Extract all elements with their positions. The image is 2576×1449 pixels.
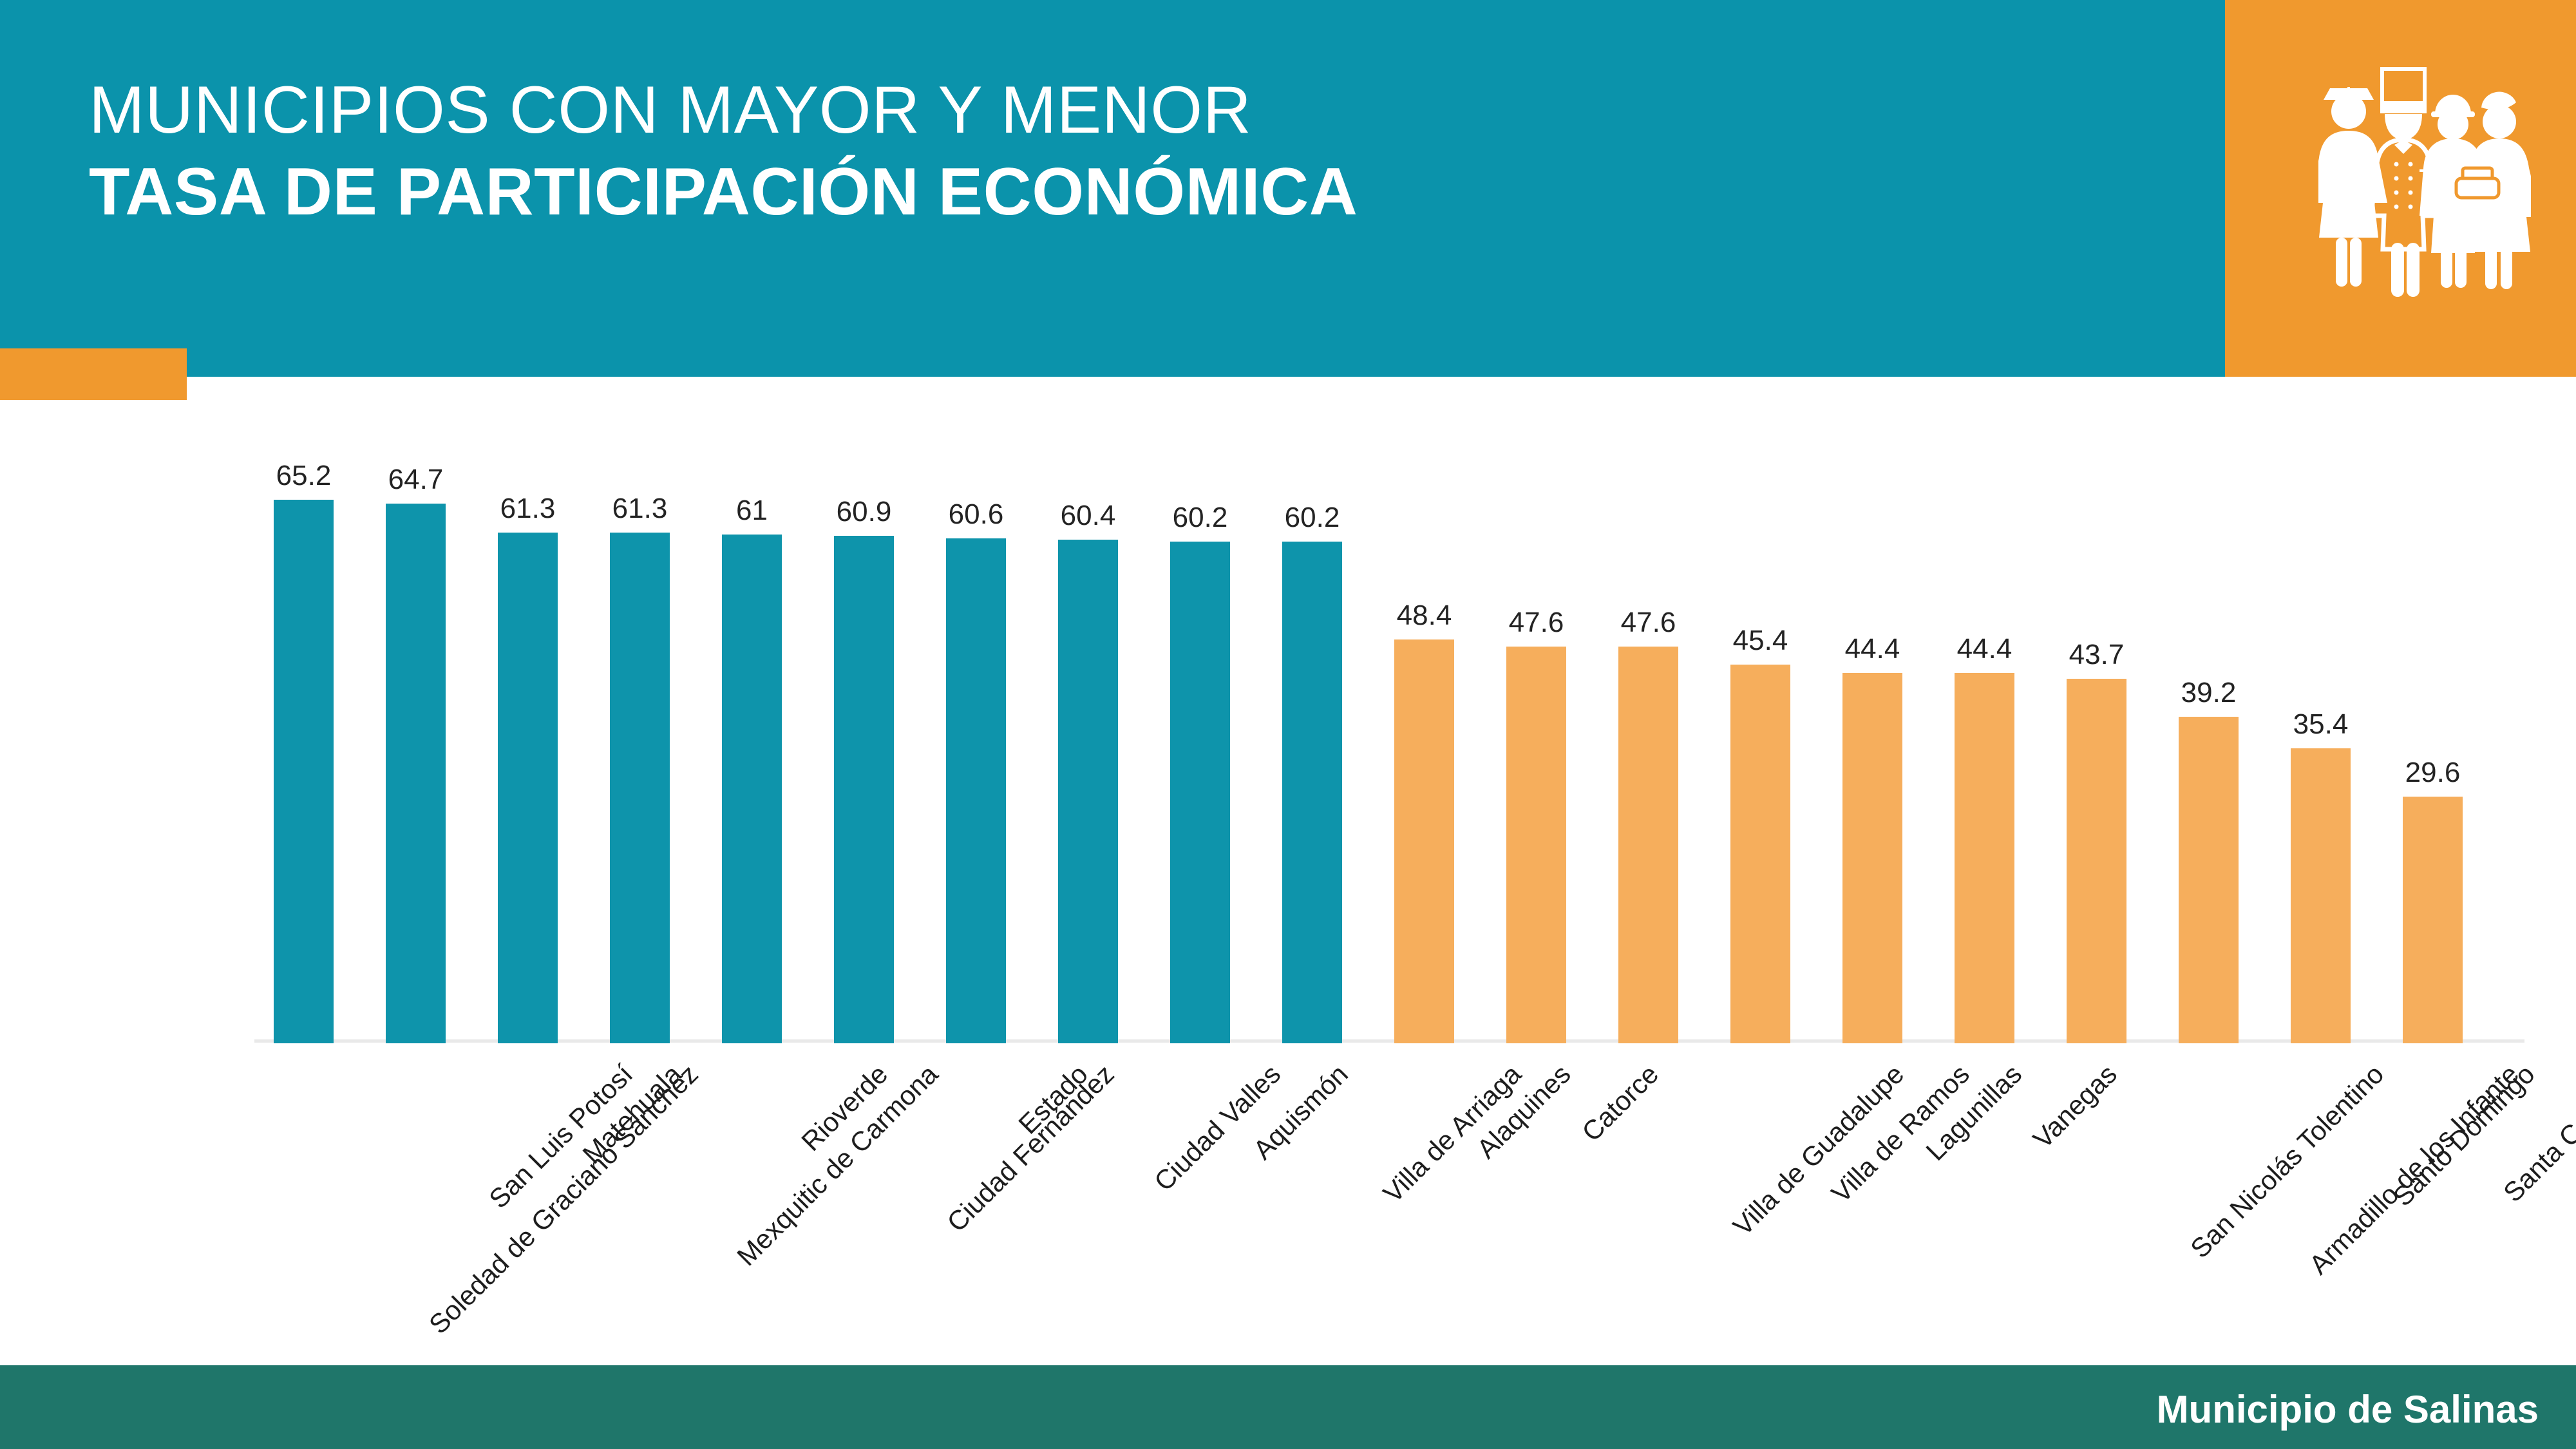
bar-value-label: 47.6 (1508, 606, 1564, 638)
bar-value-label: 61.3 (500, 492, 556, 524)
header-accent-tab (0, 348, 187, 400)
bar[interactable] (2291, 748, 2351, 1043)
bar[interactable] (1842, 673, 1902, 1043)
bar-value-label: 61.3 (612, 492, 668, 524)
page-title-line-1: MUNICIPIOS CON MAYOR Y MENOR (89, 73, 1252, 147)
bar-value-label: 39.2 (2181, 676, 2237, 708)
bar-value-label: 43.7 (2069, 639, 2125, 671)
bar[interactable] (1730, 665, 1790, 1043)
bar-value-label: 60.9 (836, 495, 892, 527)
bar-value-label: 44.4 (1844, 633, 1900, 665)
footer-label: Municipio de Salinas (2156, 1388, 2539, 1431)
bar-value-label: 60.6 (948, 498, 1004, 530)
bar-value-label: 47.6 (1620, 606, 1676, 638)
bar[interactable] (1506, 646, 1566, 1043)
bar[interactable] (2067, 679, 2126, 1043)
bar[interactable] (610, 532, 670, 1043)
bar-value-label: 45.4 (1732, 625, 1788, 657)
header-band (0, 0, 2576, 377)
footer-band: Municipio de Salinas (0, 1365, 2576, 1449)
bar[interactable] (498, 532, 558, 1043)
page-title: MUNICIPIOS CON MAYOR Y MENOR TASA DE PAR… (89, 70, 2021, 233)
bar[interactable] (1058, 540, 1118, 1043)
x-axis-label: Catorce (1575, 1059, 1664, 1148)
chart-area: 65.2 64.7 61.3 61.3 61 60.9 60.6 60.4 60.2 60.2 48… (0, 399, 2576, 1346)
bar-value-label: 60.2 (1172, 501, 1228, 533)
bar[interactable] (834, 535, 894, 1043)
bar-value-label: 48.4 (1396, 600, 1452, 632)
x-axis-label: Vanegas (2027, 1059, 2123, 1155)
bar[interactable] (1955, 673, 2014, 1043)
workers-group-icon (2318, 67, 2531, 297)
bar-value-label: 64.7 (388, 464, 444, 496)
bar-value-label: 29.6 (2405, 756, 2461, 788)
bar-plot: 65.2 64.7 61.3 61.3 61 60.9 60.6 60.4 60.2 60.2 48… (258, 399, 2524, 1043)
bar-value-label: 65.2 (276, 460, 332, 491)
bar-value-label: 60.2 (1284, 501, 1340, 533)
bar-value-label: 44.4 (1956, 633, 2012, 665)
bar[interactable] (274, 500, 334, 1043)
bar[interactable] (1394, 639, 1454, 1043)
chart-baseline (254, 1039, 2524, 1043)
bar-value-label: 60.4 (1060, 500, 1116, 532)
bar-value-label: 61 (736, 495, 768, 527)
bar[interactable] (722, 535, 782, 1043)
bar[interactable] (1170, 541, 1230, 1043)
page-title-line-2: TASA DE PARTICIPACIÓN ECONÓMICA (89, 154, 1358, 229)
bar[interactable] (2403, 796, 2463, 1043)
bar[interactable] (1282, 541, 1342, 1043)
x-axis-label: Mexquitic de Carmona (730, 1059, 943, 1272)
bar[interactable] (2179, 716, 2239, 1043)
x-axis-labels: Soledad de Graciano Sánchez San Luis Poto… (0, 1056, 2576, 1346)
bar[interactable] (1618, 646, 1678, 1043)
bar[interactable] (946, 538, 1006, 1043)
bar-value-label: 35.4 (2293, 708, 2349, 740)
bar[interactable] (386, 504, 446, 1043)
x-axis-label: Ciudad Fernández (940, 1059, 1120, 1238)
